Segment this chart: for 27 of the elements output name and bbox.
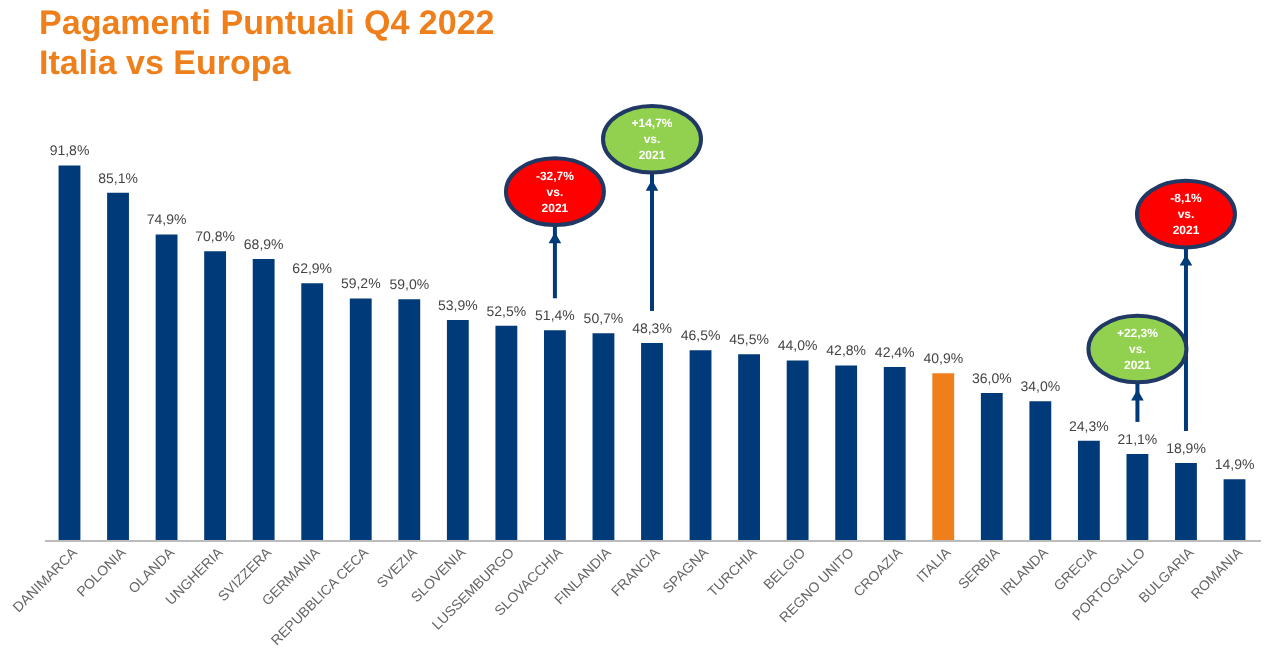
bar bbox=[349, 298, 372, 540]
bar bbox=[58, 165, 81, 540]
bar bbox=[980, 393, 1003, 540]
bar bbox=[446, 320, 469, 540]
bar bbox=[107, 192, 129, 540]
chart-subtitle: Italia vs Europa bbox=[39, 43, 292, 82]
bar bbox=[398, 299, 421, 540]
bar bbox=[835, 365, 858, 540]
bar bbox=[543, 330, 566, 540]
bar bbox=[641, 342, 663, 540]
bar bbox=[1077, 440, 1100, 540]
bar bbox=[689, 350, 712, 540]
bar bbox=[252, 258, 275, 540]
bar bbox=[883, 367, 906, 540]
bar bbox=[301, 283, 324, 540]
bar bbox=[204, 251, 227, 540]
bar bbox=[786, 360, 809, 540]
bar bbox=[495, 325, 518, 540]
bar bbox=[1175, 462, 1197, 540]
chart-title: Pagamenti Puntuali Q4 2022 bbox=[39, 3, 495, 42]
bar bbox=[1223, 479, 1246, 540]
bar bbox=[738, 354, 761, 540]
bar bbox=[1126, 453, 1149, 540]
bar bbox=[155, 234, 178, 540]
bar bbox=[932, 373, 955, 540]
bar bbox=[1029, 401, 1052, 540]
bar bbox=[592, 333, 615, 540]
